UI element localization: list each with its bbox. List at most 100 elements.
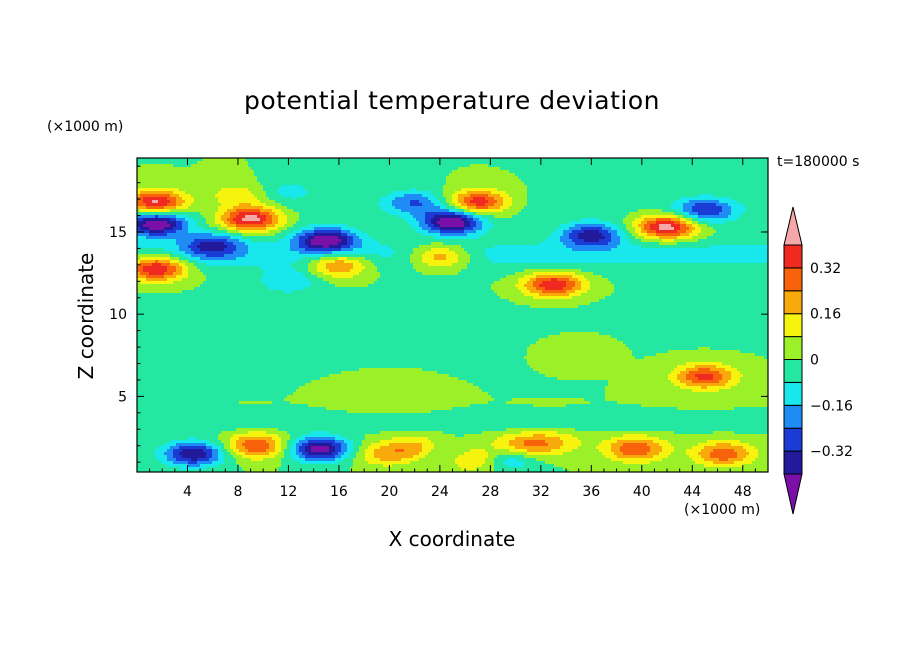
contour-cell [521,185,525,189]
contour-cell [701,188,705,192]
contour-cell [200,161,204,165]
contour-cell [752,182,756,186]
contour-cell [188,212,192,216]
contour-cell [242,224,246,228]
contour-cell [221,227,225,231]
contour-cell [197,218,201,222]
contour-cell [227,173,231,177]
contour-cell [530,158,534,162]
contour-cell [167,167,171,171]
contour-cell [656,176,660,180]
contour-cell [329,206,333,210]
contour-cell [542,173,546,177]
contour-cell [689,185,693,189]
contour-cell [284,194,288,198]
contour-cell [389,176,393,180]
contour-cell [623,212,627,216]
contour-cell [692,200,696,204]
contour-cell [374,185,378,189]
contour-cell [428,212,432,216]
contour-cell [419,221,423,225]
contour-cell [347,200,351,204]
contour-cell [161,197,165,201]
contour-cell [428,179,432,183]
contour-cell [668,218,672,222]
contour-cell [356,167,360,171]
contour-cell [209,185,213,189]
contour-cell [473,185,477,189]
contour-cell [350,215,354,219]
contour-cell [641,161,645,165]
contour-cell [230,194,234,198]
contour-cell [377,221,381,225]
contour-cell [233,206,237,210]
contour-cell [542,185,546,189]
contour-cell [431,188,435,192]
contour-cell [434,194,438,198]
contour-cell [272,182,276,186]
contour-cell [371,206,375,210]
contour-cell [149,224,153,228]
contour-cell [452,185,456,189]
contour-cell [248,221,252,225]
contour-cell [296,206,300,210]
contour-cell [515,173,519,177]
contour-cell [350,191,354,195]
contour-cell [245,188,249,192]
contour-cell [287,170,291,174]
contour-cell [362,179,366,183]
contour-cell [446,167,450,171]
contour-cell [593,215,597,219]
contour-cell [644,203,648,207]
contour-cell [338,212,342,216]
contour-cell [485,218,489,222]
contour-cell [266,182,270,186]
contour-cell [551,170,555,174]
contour-cell [149,179,153,183]
contour-cell [248,200,252,204]
contour-cell [749,209,753,213]
contour-cell [614,197,618,201]
contour-cell [599,224,603,228]
contour-cell [449,173,453,177]
contour-cell [464,200,468,204]
contour-cell [350,206,354,210]
contour-cell [497,215,501,219]
contour-cell [305,170,309,174]
contour-cell [608,203,612,207]
contour-cell [143,176,147,180]
contour-cell [287,185,291,189]
contour-cell [716,185,720,189]
contour-cell [170,167,174,171]
contour-cell [158,182,162,186]
contour-cell [764,197,768,201]
contour-cell [734,173,738,177]
contour-cell [455,209,459,213]
contour-cell [461,182,465,186]
contour-cell [377,212,381,216]
contour-cell [179,188,183,192]
contour-cell [212,185,216,189]
contour-cell [314,161,318,165]
contour-cell [743,209,747,213]
contour-cell [275,209,279,213]
contour-cell [539,218,543,222]
contour-cell [170,182,174,186]
contour-cell [485,209,489,213]
contour-cell [731,224,735,228]
contour-cell [407,161,411,165]
contour-cell [488,182,492,186]
contour-cell [542,212,546,216]
contour-cell [536,164,540,168]
contour-cell [494,158,498,162]
contour-cell [281,221,285,225]
contour-cell [473,209,477,213]
contour-cell [647,176,651,180]
contour-cell [470,161,474,165]
contour-cell [164,179,168,183]
contour-cell [281,167,285,171]
contour-cell [716,221,720,225]
contour-cell [203,191,207,195]
contour-cell [245,212,249,216]
contour-cell [707,197,711,201]
